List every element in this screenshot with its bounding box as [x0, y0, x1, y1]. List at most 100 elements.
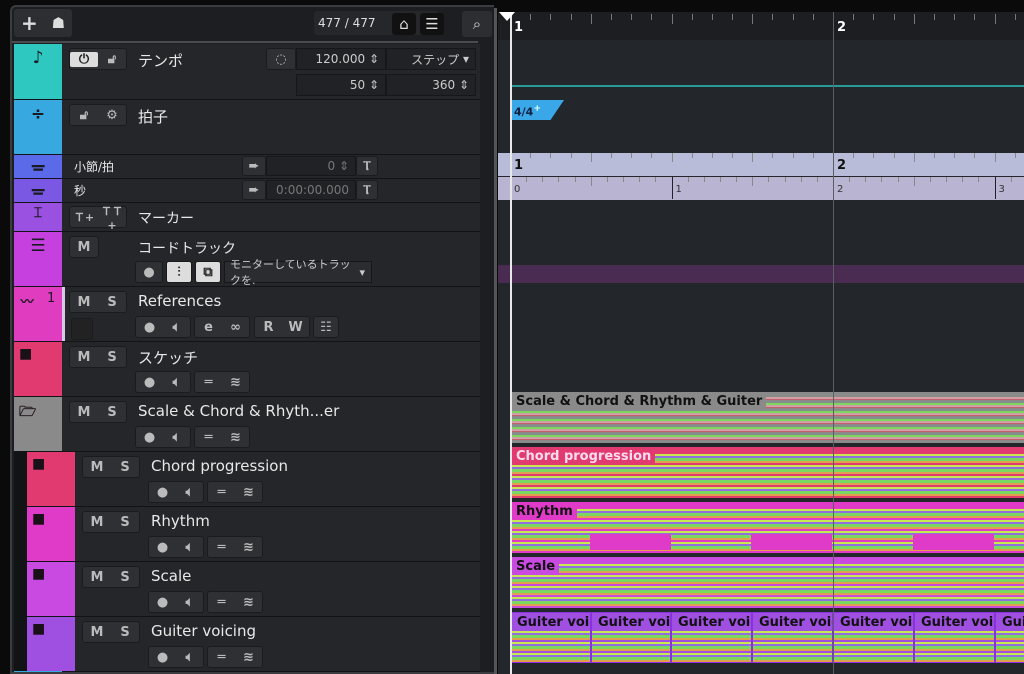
folder-icon[interactable]: ■: [32, 456, 46, 472]
folder-track[interactable]: 🗁︎ M S Scale & Chord & Rhyth...er ● 🔈︎ ═ ≋: [14, 397, 480, 452]
tempo-max-field[interactable]: 360 ⇕: [386, 74, 476, 96]
power-icon[interactable]: ⏻: [70, 51, 98, 67]
mute-button[interactable]: M: [69, 236, 99, 258]
folder-edit-icon[interactable]: ≋: [243, 484, 254, 500]
folder-event[interactable]: Guiter voicing: [591, 612, 671, 663]
folder-event[interactable]: Guiter voicing: [833, 612, 914, 663]
ruler-track-bars[interactable]: ᚚ 小節/拍 ➨ 0 ⇕ Ⲧ: [14, 155, 480, 179]
record-icon[interactable]: ●: [143, 374, 156, 390]
monitor-icon[interactable]: 🔈︎: [172, 374, 181, 390]
search-icon[interactable]: ⌕: [462, 11, 492, 37]
solo-button[interactable]: S: [107, 294, 117, 310]
folder-icon[interactable]: ■: [32, 511, 46, 527]
folder-event[interactable]: Chord progression: [510, 447, 1024, 498]
seconds-ruler-lane[interactable]: 0 1 2 3: [498, 177, 1024, 200]
tempo-min-field[interactable]: 50 ⇕: [296, 74, 386, 96]
solo-button[interactable]: S: [107, 404, 117, 420]
folder-edit-icon[interactable]: ≋: [243, 539, 254, 555]
channel-link-icon[interactable]: ∞: [230, 319, 241, 335]
folder-event[interactable]: Guiter voicing: [671, 612, 752, 663]
add-marker-icon[interactable]: Ｔ+: [73, 211, 95, 224]
mute-button[interactable]: M: [77, 404, 91, 420]
lock-icon[interactable]: 🔓︎: [107, 51, 117, 67]
tempo-mode-select[interactable]: ステップ ▾: [386, 48, 476, 70]
list-icon[interactable]: ☰: [420, 13, 444, 35]
read-button[interactable]: R: [263, 319, 274, 335]
mute-button[interactable]: M: [90, 459, 104, 475]
folder-edit-icon[interactable]: ≋: [230, 374, 241, 390]
monitor-icon[interactable]: 🔈︎: [185, 484, 194, 500]
folder-edit-icon[interactable]: ≋: [243, 649, 254, 665]
arrow-right-icon[interactable]: ➨: [242, 156, 266, 176]
folder-track[interactable]: ■ M S Guiter voicing ● 🔈︎ ═ ≋: [14, 617, 480, 672]
record-icon[interactable]: ●: [156, 649, 169, 665]
folder-track[interactable]: ■ M S スケッチ ● 🔈︎ ═ ≋: [14, 342, 480, 397]
ruler-time-field[interactable]: 0:00:00.000: [266, 180, 356, 200]
lanes-icon[interactable]: ═: [217, 484, 226, 500]
chord-track[interactable]: ☰ M コードトラック ● ⫶ ⧉ モニターしているトラックを. ▾: [14, 232, 480, 287]
folder-track[interactable]: ■ M S Chord progression ● 🔈︎ ═ ≋: [14, 452, 480, 507]
marker-track[interactable]: ⌶ Ｔ+ ＴＴ+ マーカー: [14, 203, 480, 232]
lanes-icon[interactable]: ═: [217, 649, 226, 665]
track-presets-icon[interactable]: ☗: [51, 14, 66, 32]
folder-track[interactable]: ■ M S Rhythm ● 🔈︎ ═ ≋: [14, 507, 480, 562]
mute-button[interactable]: M: [90, 624, 104, 640]
folder-event[interactable]: Rhythm: [510, 502, 1024, 553]
lanes-icon[interactable]: ☷: [313, 316, 339, 338]
solo-button[interactable]: S: [120, 514, 130, 530]
record-icon[interactable]: ●: [156, 539, 169, 555]
ruler-offset-field[interactable]: 0 ⇕: [266, 156, 356, 176]
solo-button[interactable]: S: [120, 569, 130, 585]
record-icon[interactable]: ●: [156, 594, 169, 610]
folder-edit-icon[interactable]: ≋: [230, 429, 241, 445]
folder-edit-icon[interactable]: ≋: [243, 594, 254, 610]
mute-button[interactable]: M: [77, 294, 91, 310]
follow-icon[interactable]: ⧉: [195, 261, 221, 283]
lock-icon[interactable]: 🔓︎: [79, 107, 89, 123]
tempo-mode-icon[interactable]: ◌: [266, 48, 296, 70]
monitor-icon[interactable]: 🔈︎: [172, 429, 181, 445]
folder-event[interactable]: Scale: [510, 557, 1024, 608]
folder-event[interactable]: Guiter voicing: [914, 612, 995, 663]
monitor-icon[interactable]: 🔈︎: [185, 649, 194, 665]
add-cycle-marker-icon[interactable]: ＴＴ+: [101, 204, 123, 232]
mute-button[interactable]: M: [90, 569, 104, 585]
monitor-icon[interactable]: 🔈︎: [172, 319, 181, 335]
write-button[interactable]: W: [288, 319, 303, 335]
tempo-track[interactable]: ♪ ⏻ 🔓︎ テンポ ◌ 120.000 ⇕ ステップ ▾ 50 ⇕ 360 ⇕: [14, 44, 480, 100]
folder-event[interactable]: Scale & Chord & Rhythm & Guiter: [510, 392, 1024, 443]
solo-button[interactable]: S: [120, 459, 130, 475]
tempo-value-field[interactable]: 120.000 ⇕: [296, 48, 386, 70]
folder-icon[interactable]: ■: [32, 566, 46, 582]
lanes-icon[interactable]: ═: [217, 539, 226, 555]
visibility-agent-icon[interactable]: ⌂: [392, 13, 416, 35]
signature-track[interactable]: ÷ 🔓︎ ⚙ 拍子: [14, 100, 480, 155]
solo-button[interactable]: S: [120, 624, 130, 640]
arrow-right-icon[interactable]: ➨: [242, 180, 266, 200]
folder-event[interactable]: Guiter voicing: [752, 612, 833, 663]
folder-event[interactable]: Guiter voicing: [510, 612, 591, 663]
mute-button[interactable]: M: [90, 514, 104, 530]
voicing-icon[interactable]: ⫶: [166, 261, 192, 283]
plus-icon[interactable]: +: [20, 11, 38, 35]
splitter[interactable]: [494, 8, 497, 674]
folder-track[interactable]: ■ M S Scale ● 🔈︎ ═ ≋: [14, 562, 480, 617]
color-swatch[interactable]: [71, 318, 93, 340]
pin-icon[interactable]: Ⲧ: [356, 180, 378, 200]
record-icon[interactable]: ●: [156, 484, 169, 500]
gear-icon[interactable]: ⚙: [106, 107, 118, 123]
solo-button[interactable]: S: [107, 349, 117, 365]
monitor-icon[interactable]: 🔈︎: [185, 594, 194, 610]
pin-icon[interactable]: Ⲧ: [356, 156, 378, 176]
signature-event[interactable]: 4/4+: [510, 100, 564, 120]
ruler-track-seconds[interactable]: ᚚ 秒 ➨ 0:00:00.000 Ⲧ: [14, 179, 480, 203]
edit-icon[interactable]: e: [204, 319, 213, 335]
lanes-icon[interactable]: ═: [204, 374, 213, 390]
cursor-line[interactable]: [510, 12, 512, 674]
folder-event[interactable]: Guiter voicing: [995, 612, 1024, 663]
record-icon[interactable]: ●: [135, 261, 163, 283]
mute-button[interactable]: M: [77, 349, 91, 365]
